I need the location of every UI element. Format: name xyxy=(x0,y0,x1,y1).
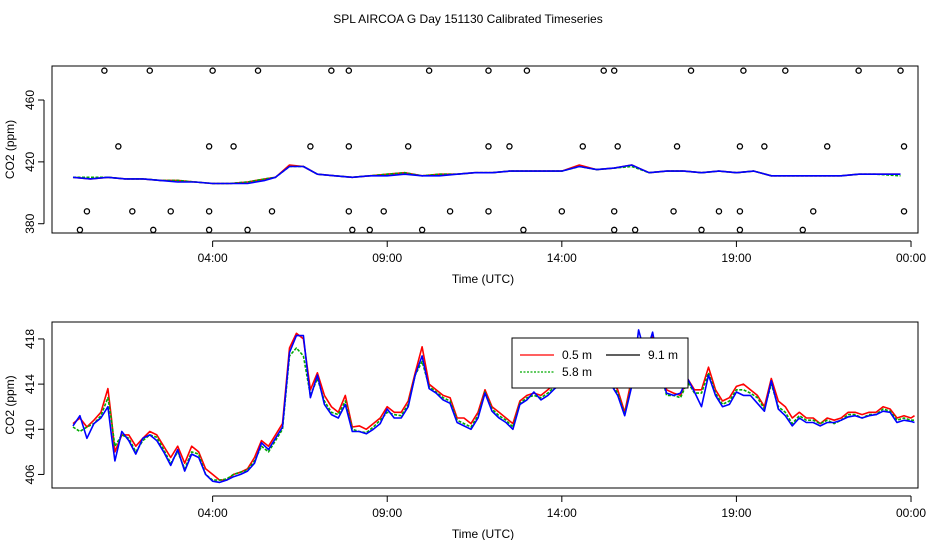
x-tick-label: 14:00 xyxy=(547,506,577,520)
data-marker xyxy=(485,67,492,74)
x-tick-label: 09:00 xyxy=(372,506,402,520)
x-tick-label: 04:00 xyxy=(198,251,228,265)
data-marker xyxy=(614,143,621,150)
data-marker xyxy=(328,67,335,74)
data-marker xyxy=(425,67,433,74)
data-marker xyxy=(366,226,374,234)
data-marker xyxy=(631,226,639,234)
x-tick-label: 19:00 xyxy=(721,506,751,520)
data-marker xyxy=(115,143,122,150)
x-axis-label: Time (UTC) xyxy=(452,272,514,286)
data-marker xyxy=(740,67,747,74)
top-panel: 04:00 09:00 14:00 19:00 00:00 Time (UTC) 380 42… xyxy=(3,65,926,286)
plot-frame xyxy=(51,321,919,489)
legend-label: 0.5 m xyxy=(562,348,592,362)
data-marker xyxy=(610,67,618,74)
data-marker xyxy=(600,67,607,74)
data-marker xyxy=(736,226,744,234)
data-marker xyxy=(205,143,213,150)
legend-box xyxy=(511,337,689,389)
data-marker xyxy=(380,208,387,215)
data-marker xyxy=(900,143,908,150)
data-marker xyxy=(761,143,768,150)
data-marker xyxy=(345,208,353,215)
data-marker xyxy=(900,208,908,215)
x-tick-label: 09:00 xyxy=(372,251,402,265)
data-marker xyxy=(698,226,705,234)
series-line-9-1-m xyxy=(72,329,915,484)
data-marker xyxy=(230,143,237,150)
series-line-9-1-m xyxy=(72,164,901,185)
y-tick-label: 418 xyxy=(23,329,37,349)
data-marker xyxy=(520,226,527,234)
data-marker xyxy=(254,67,262,74)
x-axis-label: Time (UTC) xyxy=(452,527,514,540)
data-marker xyxy=(150,226,157,234)
y-axis-label: CO2 (ppm) xyxy=(3,375,17,434)
data-marker xyxy=(715,208,723,215)
series-line-0-5-m xyxy=(72,332,915,481)
data-marker xyxy=(76,226,84,234)
legend-label: 5.8 m xyxy=(562,365,592,379)
data-marker xyxy=(736,208,744,215)
x-tick-label: 00:00 xyxy=(896,506,926,520)
data-marker xyxy=(404,143,412,150)
legend: 0.5 m 9.1 m 5.8 m xyxy=(511,337,689,389)
data-marker xyxy=(855,67,862,74)
legend-label: 9.1 m xyxy=(648,348,678,362)
y-tick-label: 460 xyxy=(23,90,37,110)
data-marker xyxy=(418,226,426,234)
data-marker xyxy=(736,143,744,150)
data-marker xyxy=(782,67,789,74)
data-marker xyxy=(446,208,454,215)
data-marker xyxy=(349,226,356,234)
data-marker xyxy=(579,143,587,150)
data-marker xyxy=(809,208,817,215)
data-marker xyxy=(506,143,513,150)
data-marker xyxy=(345,143,353,150)
data-marker xyxy=(687,67,695,74)
data-marker xyxy=(673,143,681,150)
data-marker xyxy=(345,67,353,74)
y-tick-label: 420 xyxy=(23,152,37,172)
data-marker xyxy=(167,208,174,215)
y-axis-label: CO2 (ppm) xyxy=(3,120,17,179)
bottom-panel: 04:00 09:00 14:00 19:00 00:00 Time (UTC) 406 41… xyxy=(3,321,926,540)
data-marker xyxy=(670,208,677,215)
data-marker xyxy=(485,143,492,150)
series-line-0-5-m xyxy=(72,164,901,185)
data-marker xyxy=(83,208,91,215)
x-tick-label: 19:00 xyxy=(721,251,751,265)
data-marker xyxy=(129,208,136,215)
y-tick-label: 406 xyxy=(23,464,37,484)
data-marker xyxy=(244,226,251,234)
data-marker xyxy=(101,67,108,74)
x-tick-label: 04:00 xyxy=(198,506,228,520)
data-marker xyxy=(205,226,213,234)
x-tick-label: 14:00 xyxy=(547,251,577,265)
data-marker xyxy=(823,143,831,150)
data-marker xyxy=(558,208,566,215)
data-marker xyxy=(610,226,618,234)
data-marker xyxy=(897,67,904,74)
data-marker xyxy=(307,143,314,150)
data-marker xyxy=(146,67,154,74)
x-tick-label: 00:00 xyxy=(896,251,926,265)
data-marker xyxy=(799,226,807,234)
data-marker xyxy=(610,208,618,215)
y-tick-label: 410 xyxy=(23,419,37,439)
data-marker xyxy=(205,208,213,215)
plot-frame xyxy=(51,65,919,234)
data-marker xyxy=(485,208,492,215)
chart-title: SPL AIRCOA G Day 151130 Calibrated Times… xyxy=(333,12,602,26)
data-marker xyxy=(209,67,216,74)
data-marker xyxy=(268,208,276,215)
y-tick-label: 380 xyxy=(23,213,37,233)
data-marker xyxy=(523,67,531,74)
y-tick-label: 414 xyxy=(23,374,37,394)
